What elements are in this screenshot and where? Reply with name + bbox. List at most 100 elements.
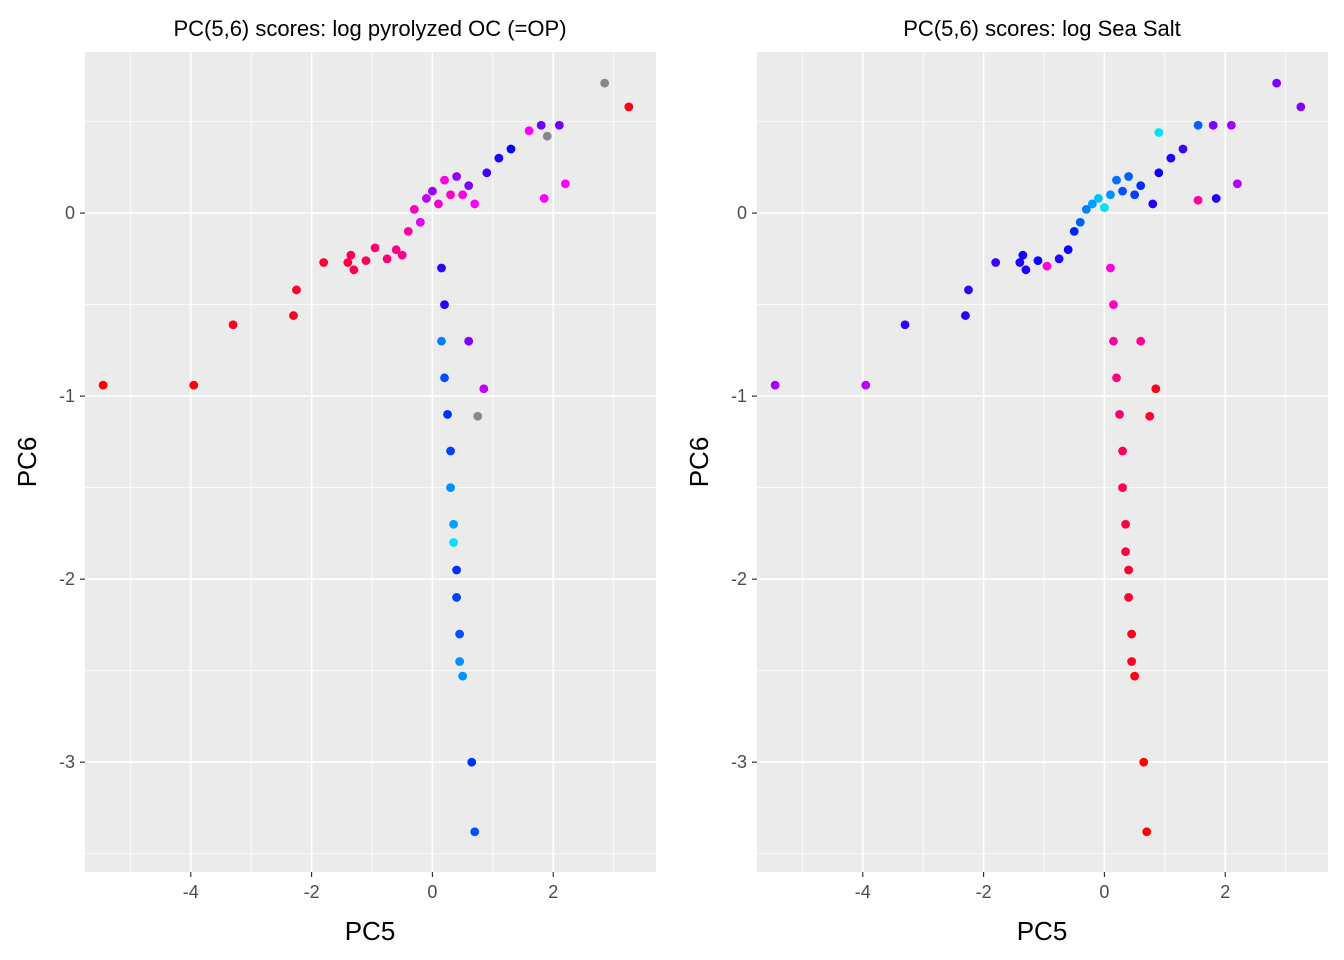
scatter-point: [1015, 258, 1025, 267]
scatter-point: [1142, 827, 1152, 837]
scatter-point: [319, 258, 329, 267]
plot-area-2: [757, 52, 1328, 872]
x-tick-label: 0: [1099, 882, 1109, 902]
scatter-point: [415, 217, 425, 227]
scatter-point: [349, 265, 359, 275]
x-tick-label: 0: [427, 882, 437, 902]
scatter-point: [1124, 565, 1134, 575]
scatter-point: [1069, 226, 1079, 236]
scatter-point: [403, 226, 413, 236]
scatter-point: [361, 256, 371, 266]
scatter-point: [464, 336, 474, 346]
scatter-point: [1109, 336, 1118, 346]
scatter-point: [1033, 256, 1043, 266]
y-tick-label: -3: [59, 752, 75, 772]
scatter-point: [479, 384, 489, 394]
scatter-point: [524, 126, 534, 136]
scatter-point: [1112, 175, 1121, 185]
scatter-point: [452, 593, 462, 602]
scatter-point: [455, 657, 465, 666]
x-axis-label-1: PC5: [345, 916, 396, 946]
x-tick-label: 2: [1220, 882, 1230, 902]
scatter-point: [624, 102, 634, 112]
scatter-point: [1193, 120, 1203, 130]
y-tick-label: -3: [731, 752, 747, 772]
scatter-point: [1118, 446, 1127, 456]
scatter-point: [452, 565, 462, 575]
scatter-point: [449, 519, 458, 529]
scatter-point: [98, 380, 108, 390]
scatter-point: [1042, 261, 1052, 271]
scatter-point: [428, 186, 437, 196]
scatter-point: [1154, 168, 1164, 178]
scatter-point: [1193, 195, 1203, 205]
scatter-point: [289, 311, 298, 320]
scatter-point: [440, 175, 449, 185]
scatter-point: [1087, 199, 1097, 209]
scatter-point: [554, 120, 564, 130]
scatter-point: [446, 483, 455, 493]
scatter-point: [1054, 254, 1064, 264]
scatter-point: [458, 671, 468, 681]
scatter-point: [292, 285, 301, 295]
scatter-point: [539, 194, 549, 203]
scatter-point: [1021, 265, 1031, 275]
scatter-point: [452, 172, 462, 181]
y-tick-label: 0: [737, 203, 747, 223]
panel-1: -4 -2 0 2 -3 -2 -1 0 PC(5,6) scores: log pyrolyz…: [12, 16, 656, 946]
scatter-point: [961, 311, 970, 320]
scatter-point: [421, 194, 431, 203]
scatter-point: [1145, 411, 1155, 421]
scatter-point: [1106, 263, 1115, 273]
scatter-point: [1081, 205, 1091, 214]
scatter-point: [1124, 172, 1134, 181]
scatter-point: [437, 336, 446, 346]
scatter-point: [536, 120, 546, 130]
scatter-point: [189, 380, 199, 390]
scatter-point: [443, 410, 452, 419]
scatter-point: [1130, 190, 1140, 200]
scatter-point: [1093, 194, 1103, 203]
scatter-point: [473, 411, 483, 421]
scatter-point: [1211, 194, 1221, 203]
plot-area-1: [85, 52, 656, 872]
scatter-point: [1127, 657, 1137, 666]
scatter-point: [370, 243, 380, 253]
scatter-point: [458, 190, 468, 200]
y-axis-label-1: PC6: [12, 437, 42, 488]
scatter-point: [1109, 300, 1118, 309]
scatter-point: [861, 380, 871, 390]
chart-title-2: PC(5,6) scores: log Sea Salt: [903, 16, 1181, 41]
scatter-point: [1100, 203, 1109, 212]
panel-2: -4 -2 0 2 -3 -2 -1 0 PC(5,6) scores: log Sea Sal…: [684, 16, 1328, 946]
scatter-point: [482, 168, 492, 178]
scatter-point: [397, 250, 407, 260]
scatter-point: [1136, 181, 1146, 191]
scatter-point: [600, 78, 610, 88]
scatter-point: [1208, 120, 1218, 130]
scatter-point: [1127, 629, 1137, 639]
scatter-point: [440, 300, 449, 309]
scatter-point: [1272, 78, 1282, 88]
scatter-point: [494, 153, 504, 163]
x-tick-label: -4: [855, 882, 871, 902]
scatter-point: [449, 538, 458, 547]
scatter-point: [382, 254, 392, 264]
scatter-point: [446, 446, 455, 456]
scatter-point: [1106, 190, 1115, 200]
scatter-point: [346, 250, 356, 260]
scatter-point: [470, 199, 480, 209]
scatter-point: [228, 320, 238, 330]
scatter-point: [409, 205, 419, 214]
x-tick-label: -4: [183, 882, 199, 902]
scatter-point: [434, 199, 443, 209]
scatter-point: [1148, 199, 1158, 209]
scatter-point: [1118, 483, 1127, 493]
points-1: [98, 78, 634, 837]
scatter-point: [1112, 373, 1121, 383]
scatter-point: [770, 380, 780, 390]
scatter-point: [1139, 757, 1149, 767]
scatter-point: [1118, 186, 1127, 196]
